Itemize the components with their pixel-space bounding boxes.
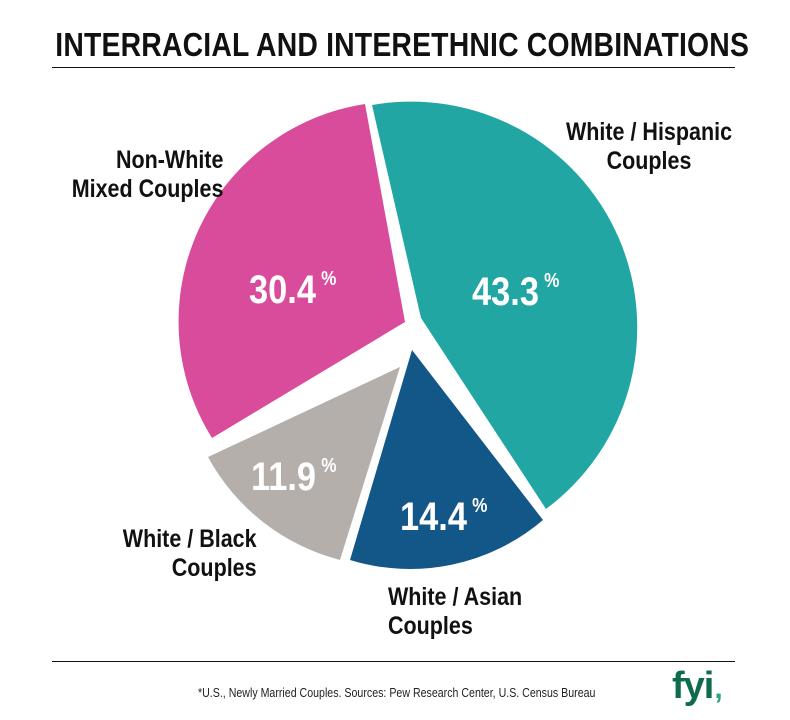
label-non-white-mixed: Non-White Mixed Couples xyxy=(71,146,223,203)
value-non-white-mixed: 30.4% xyxy=(249,268,337,312)
title-divider xyxy=(52,67,735,68)
value-white-asian: 14.4% xyxy=(400,495,488,539)
label-white-black: White / Black Couples xyxy=(123,525,257,582)
label-white-asian: White / Asian Couples xyxy=(388,583,523,640)
chart-title: INTERRACIAL AND INTERETHNIC COMBINATIONS xyxy=(55,26,750,63)
value-white-hispanic: 43.3% xyxy=(472,270,560,314)
slice-white-asian xyxy=(350,350,543,569)
footer-divider xyxy=(52,661,735,662)
label-white-hispanic: White / Hispanic Couples xyxy=(566,118,733,175)
slice-white-black xyxy=(208,367,400,560)
source-footnote: *U.S., Newly Married Couples. Sources: P… xyxy=(198,686,596,700)
value-white-black: 11.9% xyxy=(251,455,337,499)
slice-non-white-mixed xyxy=(178,104,405,438)
fyi-logo: fyi, xyxy=(672,665,723,707)
slice-white-hispanic xyxy=(372,101,638,509)
